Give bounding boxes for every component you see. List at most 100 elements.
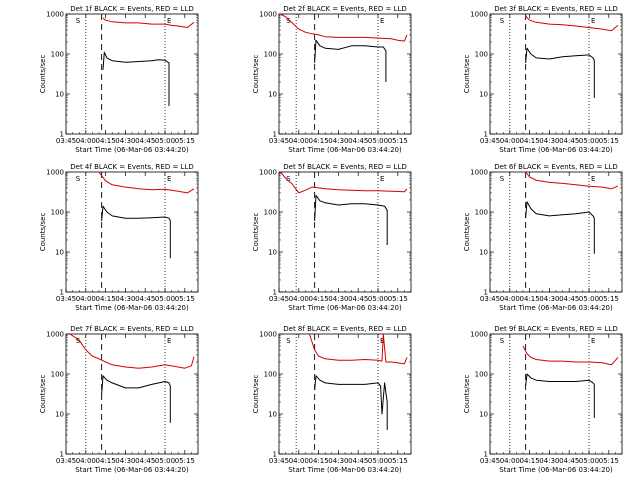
x-axis-label: Start Time (06-Mar-06 03:44:20) — [288, 304, 402, 312]
y-tick-label: 10 — [55, 249, 64, 257]
y-tick-label: 1 — [273, 131, 277, 139]
x-tick-label: 03:45 — [480, 137, 500, 145]
x-tick-label: 05:15 — [388, 457, 408, 465]
y-axis-label: Counts/sec — [252, 55, 260, 94]
x-tick-label: 04:15 — [96, 457, 116, 465]
panel-title: Det 1f BLACK = Events, RED = LLD — [70, 5, 193, 13]
end-marker-label: E — [591, 17, 595, 25]
y-axis-label: Counts/sec — [463, 375, 471, 414]
event-rate-series-line — [102, 51, 170, 106]
y-tick-label: 1 — [273, 451, 277, 459]
x-tick-label: 03:45 — [480, 295, 500, 303]
x-tick-label: 05:00 — [579, 295, 599, 303]
y-axis-label: Counts/sec — [39, 375, 47, 414]
x-tick-label: 05:00 — [155, 457, 175, 465]
panel-title: Det 7f BLACK = Events, RED = LLD — [70, 325, 193, 333]
x-tick-label: 04:45 — [135, 137, 155, 145]
x-tick-label: 05:00 — [155, 295, 175, 303]
lld-rate-series-line — [98, 171, 195, 194]
x-tick-label: 05:15 — [599, 137, 619, 145]
x-tick-label: 04:00 — [76, 457, 96, 465]
panel-9: Det 9f BLACK = Events, RED = LLD 1 10 100 10… — [463, 325, 623, 474]
y-tick-label: 10 — [55, 91, 64, 99]
x-tick-label: 04:15 — [96, 137, 116, 145]
x-axis-label: Start Time (06-Mar-06 03:44:20) — [499, 466, 613, 474]
lld-rate-series-line — [280, 13, 408, 42]
start-marker-label: S — [76, 17, 81, 25]
x-tick-label: 04:30 — [115, 457, 135, 465]
lld-rate-series-line — [69, 333, 195, 369]
y-tick-label: 100 — [264, 51, 277, 59]
x-axis-label: Start Time (06-Mar-06 03:44:20) — [75, 146, 189, 154]
x-tick-label: 04:45 — [135, 457, 155, 465]
y-tick-label: 1000 — [470, 11, 488, 19]
panel-title: Det 4f BLACK = Events, RED = LLD — [70, 163, 193, 171]
x-axis-label: Start Time (06-Mar-06 03:44:20) — [75, 466, 189, 474]
lld-rate-series-line — [522, 345, 619, 366]
panel-8: Det 8f BLACK = Events, RED = LLD 1 10 100 10… — [252, 325, 412, 474]
y-tick-label: 100 — [51, 51, 64, 59]
plot-frame — [278, 13, 412, 135]
end-marker-label: E — [591, 175, 595, 183]
end-marker-label: E — [380, 175, 384, 183]
y-tick-label: 100 — [475, 209, 488, 217]
x-tick-label: 04:30 — [539, 295, 559, 303]
lld-rate-series-line — [525, 15, 619, 32]
y-axis-label: Counts/sec — [39, 213, 47, 252]
x-tick-label: 03:45 — [269, 295, 289, 303]
event-rate-series-line — [525, 47, 595, 98]
y-axis-label: Counts/sec — [252, 375, 260, 414]
x-tick-label: 04:30 — [539, 137, 559, 145]
event-rate-series-line — [525, 201, 595, 254]
x-tick-label: 04:15 — [309, 137, 329, 145]
y-tick-label: 1000 — [259, 11, 277, 19]
y-tick-label: 1 — [60, 451, 64, 459]
y-tick-label: 100 — [475, 51, 488, 59]
x-tick-label: 05:15 — [175, 137, 195, 145]
panel-title: Det 5f BLACK = Events, RED = LLD — [283, 163, 406, 171]
start-marker-label: S — [500, 17, 505, 25]
y-tick-label: 10 — [268, 91, 277, 99]
x-tick-label: 04:00 — [500, 295, 520, 303]
y-axis-label: Counts/sec — [463, 213, 471, 252]
y-tick-label: 1000 — [46, 11, 64, 19]
x-tick-label: 04:15 — [520, 295, 540, 303]
x-tick-label: 05:00 — [579, 137, 599, 145]
panel-3: Det 3f BLACK = Events, RED = LLD 1 10 100 10… — [463, 5, 623, 154]
y-tick-label: 1000 — [46, 169, 64, 177]
lld-rate-series-line — [308, 333, 408, 365]
panel-4: Det 4f BLACK = Events, RED = LLD 1 10 100 10… — [39, 163, 199, 312]
event-rate-series-line — [314, 39, 387, 82]
x-tick-label: 03:45 — [269, 137, 289, 145]
end-marker-label: E — [380, 17, 384, 25]
lld-rate-series-line — [102, 17, 195, 28]
start-marker-label: S — [500, 175, 505, 183]
x-tick-label: 03:45 — [56, 295, 76, 303]
start-marker-label: S — [500, 337, 505, 345]
x-tick-label: 04:15 — [309, 457, 329, 465]
x-tick-label: 04:00 — [289, 137, 309, 145]
x-tick-label: 05:15 — [175, 295, 195, 303]
x-tick-label: 04:45 — [559, 137, 579, 145]
x-tick-label: 04:30 — [539, 457, 559, 465]
x-tick-label: 04:15 — [520, 137, 540, 145]
y-tick-label: 100 — [51, 371, 64, 379]
y-tick-label: 1000 — [259, 169, 277, 177]
x-tick-label: 04:30 — [115, 295, 135, 303]
y-tick-label: 1000 — [470, 331, 488, 339]
x-tick-label: 04:00 — [289, 295, 309, 303]
y-tick-label: 1 — [60, 289, 64, 297]
x-tick-label: 04:15 — [96, 295, 116, 303]
panel-title: Det 9f BLACK = Events, RED = LLD — [494, 325, 617, 333]
x-tick-label: 05:00 — [368, 295, 388, 303]
x-tick-label: 03:45 — [56, 137, 76, 145]
panel-title: Det 6f BLACK = Events, RED = LLD — [494, 163, 617, 171]
panel-title: Det 2f BLACK = Events, RED = LLD — [283, 5, 406, 13]
start-marker-label: S — [286, 175, 291, 183]
start-marker-label: S — [286, 17, 291, 25]
y-tick-label: 10 — [479, 411, 488, 419]
end-marker-label: E — [167, 17, 171, 25]
event-rate-series-line — [101, 375, 171, 423]
x-tick-label: 04:45 — [348, 457, 368, 465]
